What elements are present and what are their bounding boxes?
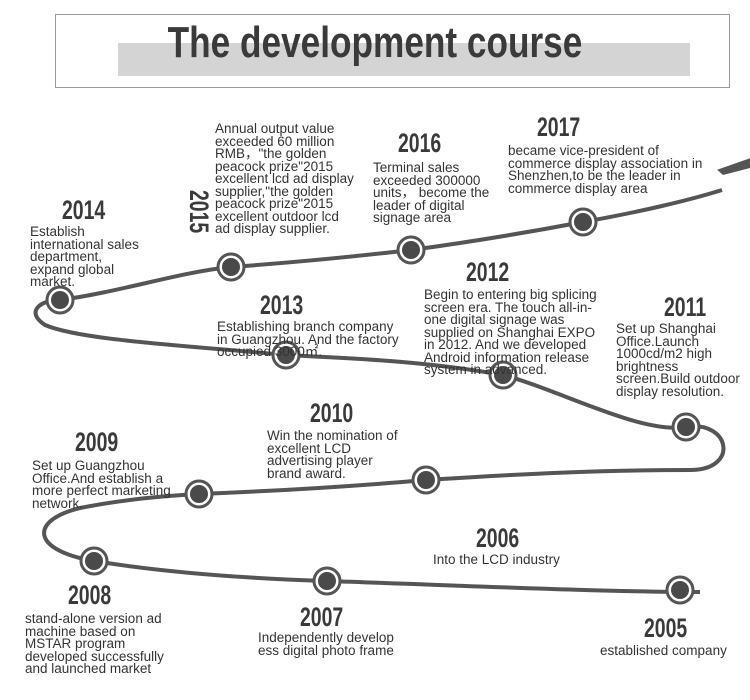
year-2016: 2016 — [398, 128, 442, 158]
event-text-2017: became vice-president of commerce displa… — [508, 143, 703, 196]
timeline-node-dot — [417, 471, 435, 489]
timeline-node-dot — [318, 572, 336, 590]
event-text-2010: Win the nomination of excellent LCD adve… — [267, 428, 398, 481]
event-text-2012: Begin to entering big splicing screen er… — [424, 287, 597, 377]
timeline-node-dot — [494, 366, 512, 384]
year-2006: 2006 — [476, 523, 520, 553]
year-2017: 2017 — [537, 112, 581, 142]
page-title: The development course — [167, 18, 583, 67]
year-2011: 2011 — [664, 292, 707, 322]
year-2005: 2005 — [644, 613, 688, 643]
title-bar — [118, 43, 690, 76]
event-text-2016: Terminal sales exceeded 300000 units， be… — [373, 160, 490, 225]
timeline-node-dot — [671, 581, 689, 599]
timeline-node-dot — [277, 346, 295, 364]
year-2007: 2007 — [300, 602, 344, 632]
event-text-2008: stand-alone version ad machine based on … — [25, 611, 164, 676]
timeline-node-dot — [677, 418, 695, 436]
year-2008: 2008 — [68, 580, 112, 610]
year-2014: 2014 — [62, 195, 106, 225]
airplane-icon — [717, 130, 750, 184]
timeline-node-dot — [85, 552, 103, 570]
year-2012: 2012 — [466, 257, 510, 287]
event-text-2006: Into the LCD industry — [433, 552, 560, 567]
event-text-2013: Establishing branch company in Guangzhou… — [217, 319, 399, 359]
event-text-2005: established company — [600, 643, 727, 658]
event-text-2015: Annual output value exceeded 60 million … — [215, 121, 354, 236]
title-frame — [55, 14, 730, 88]
year-2010: 2010 — [310, 398, 354, 428]
year-2009: 2009 — [75, 427, 119, 457]
timeline-node-dot — [222, 258, 240, 276]
timeline-node-dot — [190, 485, 208, 503]
event-text-2011: Set up Shanghai Office.Launch 1000cd/m2 … — [616, 321, 740, 399]
event-text-2007: Independently develop ess digital photo … — [258, 630, 394, 658]
year-2013: 2013 — [260, 290, 304, 320]
timeline-node-dot — [574, 213, 592, 231]
year-2015: 2015 — [184, 190, 214, 234]
event-text-2009: Set up Guangzhou Office.And establish a … — [32, 458, 171, 511]
timeline-node-dot — [402, 241, 420, 259]
event-text-2014: Establish international sales department… — [30, 224, 139, 289]
timeline-node-dot — [51, 291, 69, 309]
